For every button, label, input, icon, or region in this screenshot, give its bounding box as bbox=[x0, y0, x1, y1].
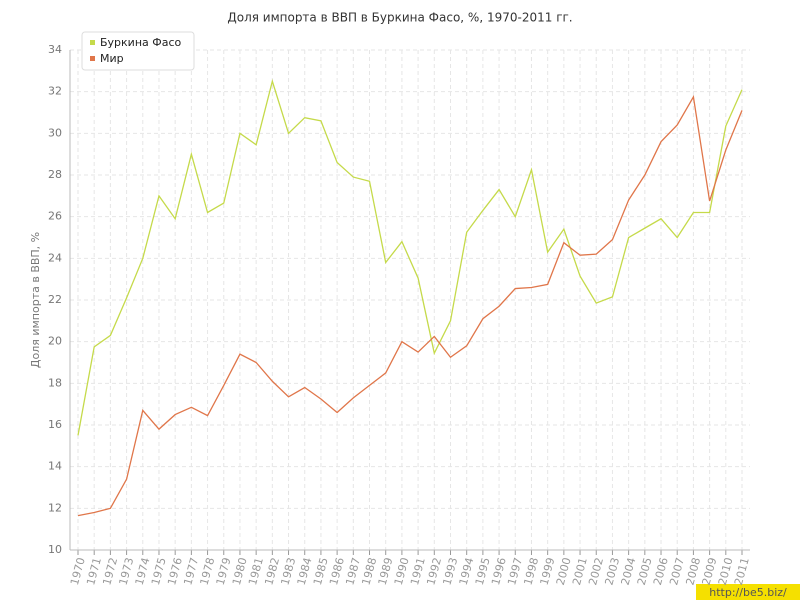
watermark-bg bbox=[696, 584, 800, 600]
y-tick-label: 24 bbox=[48, 251, 62, 264]
legend-label: Мир bbox=[100, 52, 124, 65]
y-tick-label: 26 bbox=[48, 210, 62, 223]
y-tick-label: 14 bbox=[48, 460, 62, 473]
y-tick-label: 32 bbox=[48, 85, 62, 98]
y-axis-label: Доля импорта в ВВП, % bbox=[29, 232, 42, 368]
y-tick-label: 34 bbox=[48, 43, 62, 56]
legend-swatch bbox=[90, 56, 95, 61]
y-tick-label: 10 bbox=[48, 543, 62, 556]
legend-label: Буркина Фасо bbox=[100, 36, 182, 49]
y-tick-label: 30 bbox=[48, 126, 62, 139]
y-tick-label: 18 bbox=[48, 376, 62, 389]
y-tick-label: 16 bbox=[48, 418, 62, 431]
watermark: http://be5.biz/ bbox=[709, 586, 787, 599]
y-tick-label: 12 bbox=[48, 501, 62, 514]
legend-swatch bbox=[90, 40, 95, 45]
y-tick-label: 28 bbox=[48, 168, 62, 181]
chart-title: Доля импорта в ВВП в Буркина Фасо, %, 19… bbox=[227, 11, 572, 25]
y-tick-label: 20 bbox=[48, 335, 62, 348]
series-line bbox=[77, 94, 743, 517]
y-tick-label: 22 bbox=[48, 293, 62, 306]
legend-box bbox=[81, 31, 195, 71]
series-line bbox=[77, 78, 743, 436]
